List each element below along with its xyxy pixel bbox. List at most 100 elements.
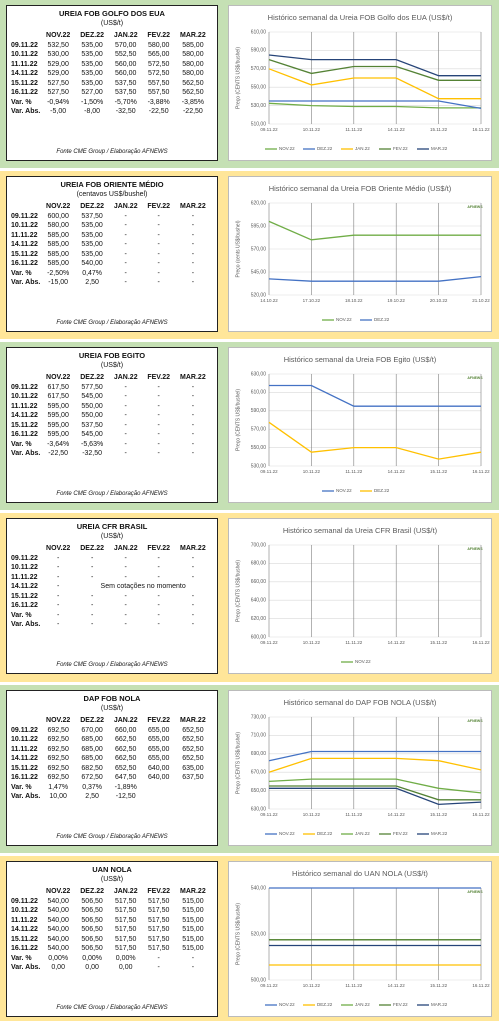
cell: - [157,241,160,249]
legend-label: MAR.22 [431,146,448,151]
cell: - [124,212,127,220]
cell: - [124,431,127,439]
cell: Sem cotações no momento [100,583,186,591]
empty-cell [143,783,175,793]
row: 11.11.22 595,00 550,00 - - - [11,402,211,412]
column-header: JAN.22 [113,31,138,39]
cell: -3,64% [47,440,70,448]
row: 16.11.22 540,00 506,50 517,50 517,50 515,00 [11,945,211,955]
row-label: 09.11.22 [11,726,38,734]
table-title: DAP FOB NOLA [83,694,141,703]
cell: 515,00 [182,926,204,934]
chart-box: Histórico semanal da Ureia FOB Oriente M… [228,176,492,332]
cell: 560,00 [115,70,137,78]
y-tick-label: 620,00 [251,200,267,206]
price-table: NOV.22 DEZ.22 JAN.22 FEV.22 MAR.22 09.11.22 54… [11,885,211,973]
chart-title: Histórico semanal da Ureia CFR Brasil (U… [283,526,438,535]
cell: 655,00 [147,736,170,744]
row: Var. Abs. 10,00 2,50 -12,50 [11,793,211,803]
row-label: 11.11.22 [11,916,38,924]
cell: - [90,554,94,562]
column-header: DEZ.22 [80,31,104,39]
cell: 10,00 [49,793,67,801]
cell: 570,00 [115,41,137,49]
x-tick-label: 09.11.22 [260,469,278,474]
cell: - [157,954,160,962]
legend-label: NOV.22 [355,659,371,664]
legend-label: JAN.22 [355,1002,370,1007]
legend-label: JAN.22 [355,831,370,836]
cell: - [191,212,195,220]
y-tick-label: 590,00 [251,408,267,414]
cell: - [124,241,127,249]
row: 10.11.22 - - - - - [11,564,211,574]
cell: 506,50 [81,916,103,924]
cell: 517,50 [147,926,170,934]
row-label: 10.11.22 [11,222,38,230]
cell: 550,00 [81,402,103,410]
cell: 540,00 [81,260,103,268]
column-header: FEV.22 [147,887,171,895]
cell: 670,00 [81,726,103,734]
row: 14.11.22 - Sem cotações no momento [11,583,211,593]
cell: 540,00 [47,935,69,943]
cell: 652,50 [115,764,137,772]
y-tick-label: 660,00 [251,579,267,585]
y-tick-label: 610,00 [251,390,267,396]
cell: 635,00 [182,764,204,772]
source: Fonte CME Group / Elaboração AFNEWS [56,662,168,668]
chart: Histórico semanal da Ureia CFR Brasil (U… [235,526,490,664]
logo: AFNEWS [467,890,483,894]
cell: - [191,412,195,420]
cell: 535,00 [81,250,103,258]
cell: - [191,964,195,972]
y-tick-label: 610,00 [251,29,267,35]
panel: UREIA CFR BRASIL (US$/t) NOV.22 DEZ.22 JAN.2… [0,513,499,682]
cell: -12,50 [115,793,136,801]
y-tick-label: 545,00 [251,269,267,275]
logo: AFNEWS [467,719,483,723]
x-tick-label: 14.11.22 [388,812,406,817]
cell: 637,50 [182,774,204,782]
table-title: UREIA CFR BRASIL [76,522,148,531]
cell: - [56,602,60,610]
cell: - [90,611,94,619]
column-header: FEV.22 [147,31,171,39]
cell: - [157,393,160,401]
cell: 506,50 [81,926,103,934]
y-axis-label: Preço (CENTS US$/bushel) [235,47,241,109]
x-tick-label: 11.11.22 [345,812,362,817]
x-tick-label: 15.11.22 [430,127,448,132]
cell: 540,00 [47,907,69,915]
x-tick-label: 16.11.22 [472,127,490,132]
y-tick-label: 500,00 [251,977,267,983]
table-box: UREIA CFR BRASIL (US$/t) NOV.22 DEZ.22 JAN.2… [6,518,218,674]
row: Var. Abs. 0,00 0,00 0,00 - - [11,964,211,974]
header-row: NOV.22 DEZ.22 JAN.22 FEV.22 MAR.22 [11,371,211,383]
x-tick-label: 14.11.22 [388,640,406,645]
header-row: NOV.22 DEZ.22 JAN.22 FEV.22 MAR.22 [11,200,211,212]
cell: 1,47% [48,783,69,791]
cell: 652,50 [182,755,204,763]
series-line [268,220,481,241]
table-box: UREIA FOB ORIENTE MÉDIO (centavos US$/bus… [6,176,218,332]
row: 11.11.22 585,00 535,00 - - - [11,231,211,241]
row-label: 15.11.22 [11,79,38,87]
header-row: NOV.22 DEZ.22 JAN.22 FEV.22 MAR.22 [11,542,211,554]
x-tick-label: 09.11.22 [260,640,278,645]
x-tick-label: 17.10.22 [303,298,321,303]
cell: - [157,431,160,439]
cell: - [157,421,160,429]
y-tick-label: 510,00 [251,121,267,127]
cell: - [56,621,60,629]
cell: -1,50% [81,98,104,106]
cell: 527,50 [47,89,69,97]
x-tick-label: 20.10.22 [430,298,448,303]
row-label: 16.11.22 [11,89,38,97]
cell: 580,00 [182,70,204,78]
cell: 685,00 [81,736,103,744]
cell: - [56,573,60,581]
logo: AFNEWS [467,547,483,551]
cell: 535,00 [81,79,103,87]
corner [11,542,41,554]
